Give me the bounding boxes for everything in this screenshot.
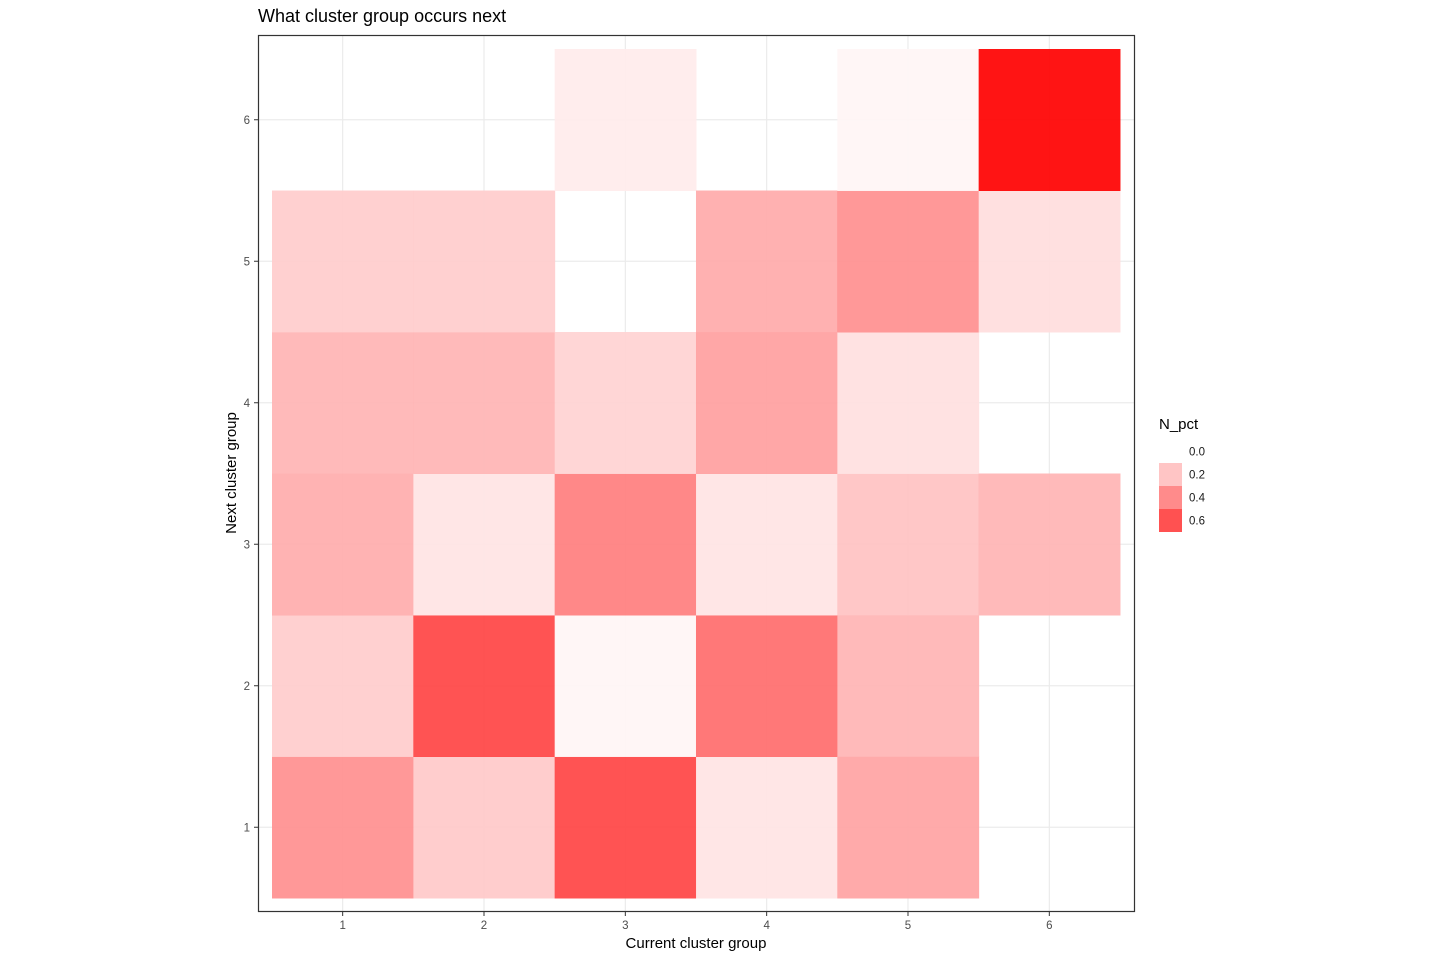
heatmap-cell (554, 473, 697, 616)
heatmap-cell (837, 615, 980, 757)
x-tick-label: 4 (763, 920, 770, 932)
x-tick-label: 5 (905, 920, 911, 932)
x-tick-label: 6 (1046, 920, 1052, 932)
heatmap-cell (978, 49, 1121, 191)
y-axis-ticks: 1 2 3 4 5 6 (244, 115, 258, 834)
heatmap-cell (837, 756, 980, 899)
legend-key (1159, 440, 1182, 463)
heatmap-cell (837, 190, 980, 333)
heatmap-cell (837, 49, 980, 191)
y-tick-label: 4 (244, 398, 251, 410)
heatmap-cell (695, 473, 838, 616)
y-tick-label: 1 (244, 822, 250, 834)
heatmap-cell (272, 332, 414, 474)
heatmap-cell (695, 615, 838, 757)
heatmap-cell (272, 756, 414, 899)
legend-keys: 0.0 0.2 0.4 0.6 (1159, 440, 1206, 532)
x-tick-label: 3 (622, 920, 628, 932)
legend-label: 0.2 (1189, 470, 1205, 482)
x-axis-ticks: 1 2 3 4 5 6 (339, 912, 1053, 932)
legend-label: 0.6 (1189, 516, 1205, 528)
heatmap-cell (413, 190, 556, 333)
legend-key (1159, 509, 1182, 532)
heatmap-cell (978, 473, 1121, 616)
legend-label: 0.0 (1189, 447, 1205, 459)
heatmap-cell (272, 473, 414, 616)
x-axis-title: Current cluster group (626, 935, 767, 952)
heatmap-cell (554, 49, 697, 191)
chart-title: What cluster group occurs next (258, 6, 506, 26)
legend-key (1159, 486, 1182, 509)
heatmap-cell (837, 332, 980, 474)
heatmap-cell (978, 190, 1121, 333)
heatmap-cell (695, 190, 838, 333)
y-axis-title: Next cluster group (223, 412, 240, 534)
y-tick-label: 5 (244, 256, 250, 268)
y-tick-label: 2 (244, 681, 250, 693)
heatmap-cell (554, 332, 697, 474)
heatmap-cell (272, 615, 414, 757)
legend-title: N_pct (1159, 416, 1199, 433)
y-tick-label: 6 (244, 115, 250, 127)
legend-label: 0.4 (1189, 493, 1206, 505)
heatmap-cell (413, 332, 556, 474)
heatmap-cells (272, 49, 1121, 899)
heatmap-cell (554, 615, 697, 757)
heatmap-cell (413, 473, 556, 616)
heatmap-cell (837, 473, 980, 616)
x-tick-label: 2 (481, 920, 487, 932)
y-tick-label: 3 (244, 539, 250, 551)
legend-key (1159, 463, 1182, 486)
heatmap-cell (695, 332, 838, 474)
legend: N_pct 0.0 0.2 0.4 0.6 (1159, 416, 1206, 532)
heatmap-cell (413, 615, 556, 757)
heatmap-cell (272, 190, 414, 333)
x-tick-label: 1 (339, 920, 345, 932)
heatmap-cell (695, 756, 838, 899)
plot-border (257, 34, 1136, 913)
heatmap-cell (554, 756, 697, 899)
heatmap-cell (413, 756, 556, 899)
